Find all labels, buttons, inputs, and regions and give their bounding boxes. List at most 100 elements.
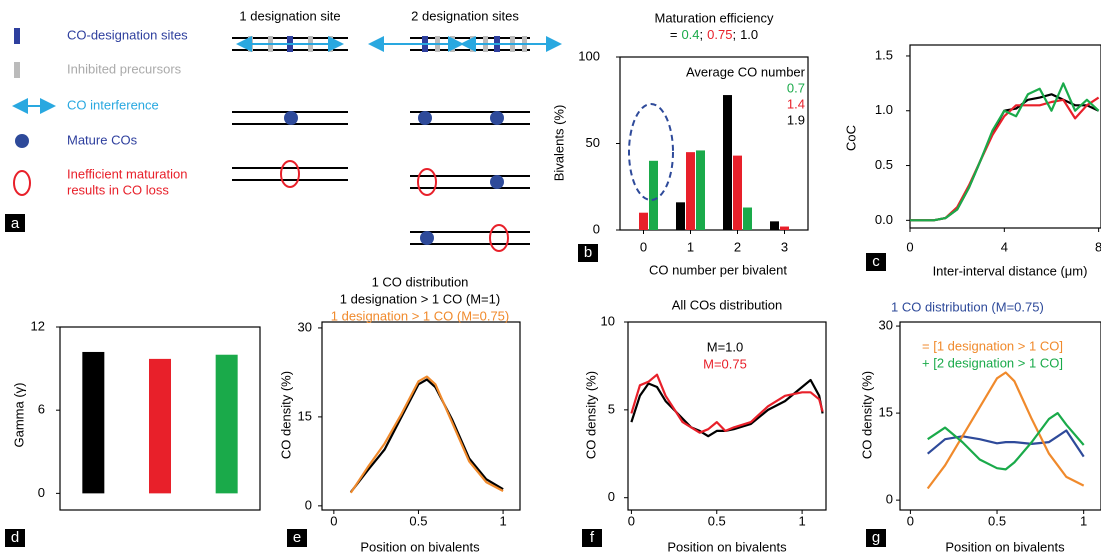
y-axis-label: CO density (%) [583,371,598,459]
x-tick-label: 0 [907,513,914,528]
x-tick-label: 0 [330,513,337,528]
title: 1 CO distribution [372,274,469,289]
panel-badge [5,214,25,232]
line [630,378,824,438]
panel-badge [866,529,886,547]
legend-separator: ; [732,27,736,42]
x-tick-label: 0.5 [708,513,726,528]
line [927,412,1085,471]
x-tick-label: 3 [781,239,788,254]
plot-frame [899,321,1101,511]
x-tick-label: 0.5 [988,513,1006,528]
legend-entry: = [1 designation > 1 CO] [922,338,1063,353]
bar [649,160,658,230]
legend-text: CO interference [67,97,159,112]
panel-f: 0 5 10 0 0.5 1 Position on bivalents CO density… [582,297,827,554]
line [926,429,1085,458]
y-axis-label: CO density (%) [278,371,293,459]
y-tick-label: 0 [593,221,600,236]
bar [639,212,648,230]
legend-entry: M=1.0 [707,339,744,354]
x-axis-label: Position on bivalents [945,539,1065,554]
bar [215,354,238,494]
x-tick-label: 1 [499,513,506,528]
legend-text: CO-designation sites [67,27,188,42]
x-tick-label: 8 [1095,239,1101,254]
x-tick-label: 1 [1080,513,1087,528]
panel-badge [582,529,602,547]
y-tick-label: 1.5 [875,47,893,62]
inset-title: Average CO number [686,64,806,79]
panel-label: e [293,529,301,546]
panel-a: CO-designation sites Inhibited precursor… [5,8,562,252]
x-tick-label: 0.5 [409,513,427,528]
y-tick-label: 30 [298,319,312,334]
bar [676,202,685,230]
y-tick-label: 0.5 [875,157,893,172]
panel-e: 0 15 30 0 0.5 1 Position on bivalents CO densit… [278,274,521,554]
line [910,93,1100,222]
x-tick-label: 0 [640,239,647,254]
y-tick-label: 50 [586,135,600,150]
legend-entry: 0.75 [707,27,732,42]
panel-label: c [872,253,880,270]
title: 1 CO distribution (M=0.75) [891,299,1044,314]
panel-g: 0 15 30 0 0.5 1 Position on bivalents CO densit… [859,299,1101,554]
panel-d: 0 6 12 Gamma (γ) d [5,318,261,547]
panel-badge [5,529,25,547]
average-label: 1.9 [787,112,805,127]
x-tick-label: 1 [798,513,805,528]
y-tick-label: 0.0 [875,212,893,227]
bar [743,207,752,230]
plot-frame [321,321,521,511]
y-tick-label: 12 [31,318,45,333]
panel-label: a [11,215,20,232]
y-tick-label: 10 [601,313,615,328]
line [349,378,504,493]
bar [149,358,171,494]
legend-text: Inefficient maturation [67,166,187,181]
x-tick-label: 2 [734,239,741,254]
x-axis-label: Position on bivalents [360,539,480,554]
legend-text: Inhibited precursors [67,61,182,76]
header: 2 designation sites [411,8,519,23]
panel-badge [866,253,886,271]
x-tick-label: 4 [1001,239,1008,254]
panel-badge [578,244,598,262]
legend-entry: 0.4 [681,27,699,42]
x-tick-label: 1 [687,239,694,254]
title: All COs distribution [672,297,783,312]
legend-entry: + [2 designation > 1 CO] [922,355,1063,370]
y-axis-label: CO density (%) [859,371,874,459]
bar [696,150,705,230]
y-tick-label: 0 [886,492,893,507]
header: 1 designation site [239,8,340,23]
lost-co [280,160,509,252]
plot-frame [619,56,809,231]
average-label: 0.7 [787,80,805,95]
x-axis-label: CO number per bivalent [649,262,787,277]
y-tick-label: 30 [879,317,893,332]
icon [14,28,20,44]
line [349,375,504,494]
y-tick-label: 1.0 [875,102,893,117]
y-axis-label: Gamma (γ) [11,383,26,448]
panel-badge [287,529,307,547]
bar [686,152,695,230]
legend-text: results in CO loss [67,182,169,197]
legend: = 0.4; 0.75; 1.0 [670,27,758,42]
line [910,82,1100,222]
icon [15,134,29,148]
bar [82,351,105,494]
panel-c: 0.0 0.5 1.0 1.5 0 4 8 Inter-interval distance (… [843,44,1101,278]
panel-b: 0 50 100 CO number per bivalent Bivalents (%… [551,10,809,277]
legend-text: Mature COs [67,132,138,147]
mature-co [284,111,504,245]
average-label: 1.4 [787,96,805,111]
y-tick-label: 15 [298,408,312,423]
legend-entry: 1 designation > 1 CO (M=1) [340,291,500,306]
title: Maturation efficiency [655,10,774,25]
y-tick-label: 0 [38,485,45,500]
y-axis-label: Bivalents (%) [551,105,566,182]
y-axis-label: CoC [843,125,858,151]
